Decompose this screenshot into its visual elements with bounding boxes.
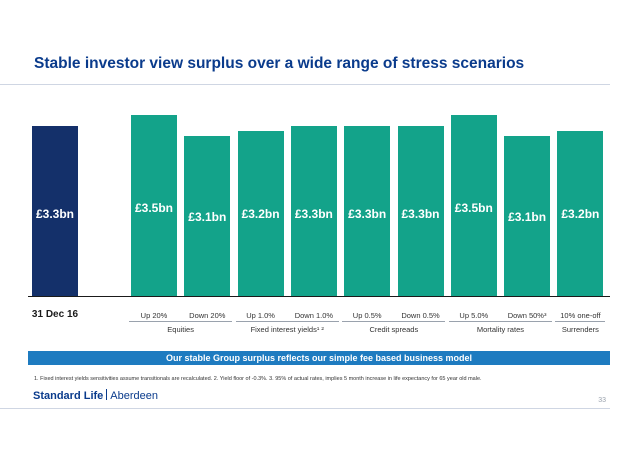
logo-text-aberdeen: Aberdeen bbox=[110, 390, 159, 402]
page-number: 33 bbox=[598, 397, 606, 404]
bar-scenario-5 bbox=[344, 125, 391, 296]
group-label: Surrenders bbox=[561, 325, 599, 334]
bar-scenario-6 bbox=[397, 125, 444, 296]
logo-text-standard-life: Standard Life bbox=[33, 390, 104, 402]
category-label: Down 0.5% bbox=[401, 311, 440, 320]
category-label: 31 Dec 16 bbox=[31, 309, 79, 320]
group-label: Equities bbox=[167, 325, 194, 334]
title-divider bbox=[0, 84, 610, 85]
group-divider bbox=[235, 321, 339, 322]
category-label: Down 20% bbox=[189, 311, 226, 320]
bar-data-label: £3.5bn bbox=[134, 201, 173, 215]
bar-data-label: £3.3bn bbox=[294, 207, 333, 221]
bar-data-label: £3.5bn bbox=[454, 201, 493, 215]
company-logo: Standard Life Aberdeen bbox=[33, 389, 158, 402]
group-label: Fixed interest yields¹ ² bbox=[250, 325, 324, 334]
bar-data-label: £3.2bn bbox=[561, 207, 600, 221]
category-label: Down 1.0% bbox=[294, 311, 334, 320]
bar-scenario-4 bbox=[290, 125, 337, 296]
group-divider bbox=[129, 321, 233, 322]
category-label: Up 0.5% bbox=[352, 311, 382, 320]
footer-divider bbox=[0, 408, 610, 409]
bar-scenario-1 bbox=[131, 115, 177, 296]
category-label: Up 1.0% bbox=[246, 311, 275, 320]
group-divider bbox=[555, 321, 606, 322]
category-label: Down 50%³ bbox=[507, 311, 547, 320]
bar-scenario-2 bbox=[184, 135, 231, 296]
bar-data-label: £3.3bn bbox=[348, 207, 387, 221]
category-label: Up 20% bbox=[140, 311, 168, 320]
group-label: Credit spreads bbox=[369, 325, 419, 334]
bar-scenario-3 bbox=[237, 130, 284, 296]
bar-data-label: £3.3bn bbox=[35, 207, 74, 221]
group-divider bbox=[448, 321, 553, 322]
group-divider bbox=[342, 321, 446, 322]
group-label: Mortality rates bbox=[476, 325, 524, 334]
bar-data-label: £3.2bn bbox=[241, 207, 280, 221]
chart-baseline bbox=[28, 296, 610, 297]
bar-data-label: £3.1bn bbox=[188, 210, 227, 224]
footnote: 1. Fixed interest yields sensitivities a… bbox=[34, 376, 482, 382]
bar-scenario-9 bbox=[557, 130, 604, 296]
bar-data-label: £3.1bn bbox=[508, 210, 547, 224]
bar-scenario-7 bbox=[450, 115, 497, 296]
page-title: Stable investor view surplus over a wide… bbox=[34, 55, 525, 72]
category-label: Up 5.0% bbox=[459, 311, 489, 320]
bar-data-label: £3.3bn bbox=[401, 207, 440, 221]
summary-banner: Our stable Group surplus reflects our si… bbox=[28, 351, 610, 365]
category-label: 10% one-off bbox=[560, 311, 601, 320]
logo-separator bbox=[106, 389, 108, 400]
bar-baseline bbox=[32, 125, 78, 296]
bar-scenario-8 bbox=[504, 135, 551, 296]
